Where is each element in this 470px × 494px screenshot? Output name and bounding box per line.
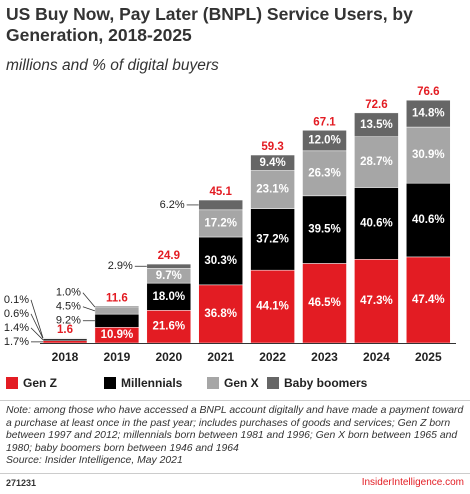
bar-segment — [250, 208, 295, 271]
segment-label: 26.3% — [308, 167, 341, 179]
segment-label: 30.9% — [412, 149, 445, 161]
segment-label: 10.9% — [101, 329, 134, 341]
x-tick-label: 2019 — [104, 350, 131, 364]
segment-label: 1.4% — [4, 322, 29, 334]
segment-label: 9.7% — [156, 270, 182, 282]
segment-label: 17.2% — [204, 217, 237, 229]
bar-segment — [406, 256, 451, 344]
segment-label: 40.6% — [360, 217, 393, 229]
segment-label: 23.1% — [256, 184, 289, 196]
bar-segment — [406, 182, 451, 258]
total-label: 76.6 — [417, 86, 439, 98]
legend-label: Gen X — [224, 376, 259, 390]
bar-segment — [406, 99, 451, 128]
legend-label: Baby boomers — [284, 376, 368, 390]
segment-label: 13.5% — [360, 119, 393, 131]
legend-swatch — [207, 377, 219, 389]
segment-label: 18.0% — [152, 291, 185, 303]
bar-segment — [42, 338, 88, 341]
bar-segment — [198, 209, 243, 238]
segment-label: 39.5% — [308, 224, 341, 236]
segment-label: 28.7% — [360, 156, 393, 168]
segment-label: 30.3% — [204, 255, 237, 267]
bar-segment — [198, 236, 243, 286]
bar-segment — [250, 269, 295, 344]
segment-label: 1.7% — [4, 336, 29, 348]
total-label: 1.6 — [57, 324, 73, 336]
x-tick-label: 2025 — [415, 350, 442, 364]
leader-line — [82, 306, 96, 312]
bar-segment — [250, 170, 295, 209]
segment-label: 4.5% — [56, 301, 81, 313]
leader-line — [30, 299, 44, 339]
total-label: 67.1 — [313, 116, 336, 128]
x-tick-label: 2021 — [207, 350, 234, 364]
segment-label: 2.9% — [108, 260, 133, 272]
leader-line — [30, 313, 44, 339]
bar-segment — [94, 305, 140, 308]
segment-label: 1.0% — [56, 287, 81, 299]
chart: 1.7% 1.4% 0.6% 0.1% 1.6 2018 10.9% 9.2% 4.5% 1.0%… — [4, 86, 456, 390]
total-label: 24.9 — [158, 250, 180, 262]
legend-swatch — [6, 377, 18, 389]
source: Source: Insider Intelligence, May 2021 — [6, 455, 183, 467]
segment-label: 6.2% — [160, 199, 185, 211]
total-label: 72.6 — [365, 99, 387, 111]
bar-segment — [302, 195, 347, 264]
segment-label: 47.3% — [360, 295, 393, 307]
bar-segment — [354, 259, 399, 344]
chart-code: 271231 — [6, 478, 37, 488]
bar-segment — [302, 150, 347, 197]
title: US Buy Now, Pay Later (BNPL) Service Use… — [6, 4, 413, 45]
segment-label: 46.5% — [308, 297, 341, 309]
site: InsiderIntelligence.com — [361, 477, 464, 488]
total-label: 45.1 — [210, 186, 233, 198]
segment-label: 40.6% — [412, 214, 445, 226]
segment-label: 14.8% — [412, 108, 445, 120]
segment-label: 12.0% — [308, 135, 341, 147]
bar-segment — [406, 126, 451, 184]
divider — [0, 473, 470, 474]
legend-label: Millennials — [121, 376, 183, 390]
total-label: 59.3 — [261, 141, 283, 153]
legend-swatch — [267, 377, 279, 389]
total-label: 11.6 — [106, 292, 128, 304]
bar-segment — [146, 263, 192, 269]
bar-segment — [94, 313, 140, 328]
segment-label: 37.2% — [256, 233, 289, 245]
note: Note: among those who have accessed a BN… — [6, 405, 464, 454]
bar-segment — [42, 340, 88, 344]
bar-segment — [94, 307, 140, 315]
bar-segment — [250, 154, 295, 171]
x-tick-label: 2018 — [52, 350, 79, 364]
segment-label: 21.6% — [152, 321, 185, 333]
bar-segment — [354, 187, 399, 260]
x-tick-label: 2023 — [311, 350, 338, 364]
bar-segment — [146, 282, 192, 311]
segment-label: 0.6% — [4, 308, 29, 320]
bar-segment — [354, 112, 399, 137]
leader-line — [82, 292, 96, 308]
x-tick-label: 2024 — [363, 350, 390, 364]
subtitle: millions and % of digital buyers — [6, 57, 219, 74]
divider — [0, 400, 470, 401]
bar-segment — [198, 199, 243, 211]
legend-swatch — [104, 377, 116, 389]
leader-line — [30, 327, 44, 341]
segment-label: 9.4% — [259, 157, 285, 169]
legend-label: Gen Z — [23, 376, 57, 390]
segment-label: 44.1% — [256, 301, 289, 313]
x-tick-label: 2022 — [259, 350, 286, 364]
segment-label: 36.8% — [204, 308, 237, 320]
segment-label: 9.2% — [56, 315, 81, 327]
note-block: Note: among those who have accessed a BN… — [6, 405, 468, 468]
segment-label: 0.1% — [4, 294, 29, 306]
x-tick-label: 2020 — [155, 350, 182, 364]
segment-label: 47.4% — [412, 294, 445, 306]
bar-segment — [302, 130, 347, 152]
